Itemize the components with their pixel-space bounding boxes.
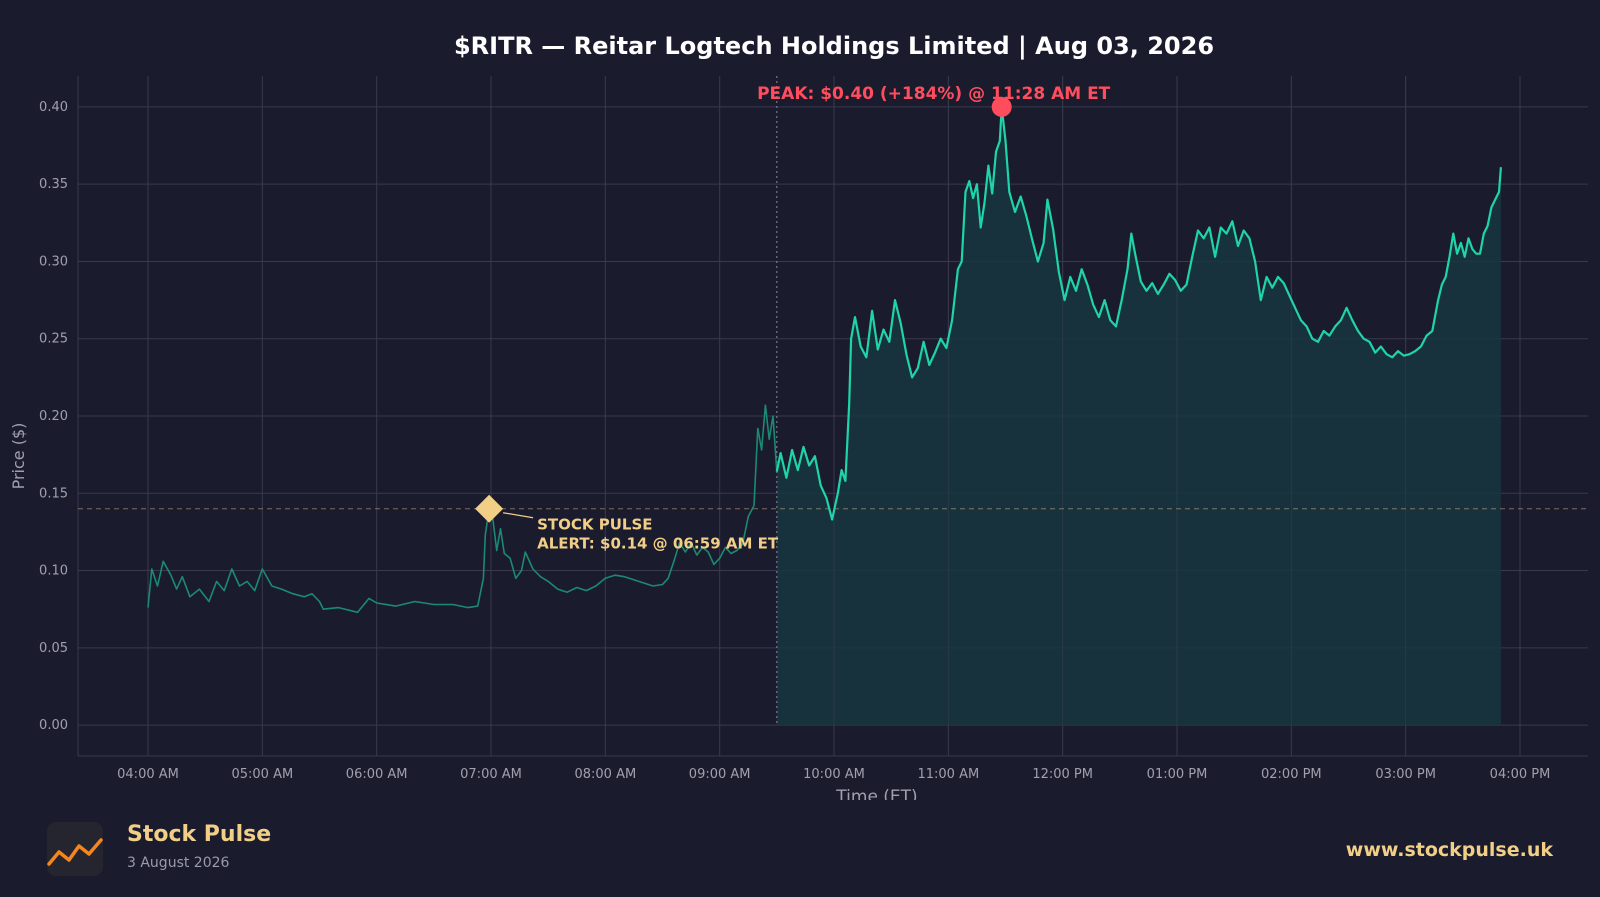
brand-date: 3 August 2026 (127, 855, 230, 871)
y-tick-label: 0.10 (39, 564, 68, 579)
y-tick-label: 0.00 (39, 718, 68, 733)
regular-session-area (776, 106, 1501, 726)
x-tick-label: 10:00 AM (803, 767, 865, 782)
x-tick-label: 04:00 AM (117, 767, 179, 782)
y-tick-label: 0.05 (39, 641, 68, 656)
website-link[interactable]: www.stockpulse.uk (1345, 839, 1553, 861)
alert-label-line2: ALERT: $0.14 @ 06:59 AM ET (537, 535, 779, 553)
price-line (775, 105, 1502, 521)
x-tick-label: 01:00 PM (1147, 767, 1208, 782)
price-chart: 0.00 0.05 0.10 0.15 0.20 0.25 0.30 0.35 0.40 04:0… (9, 32, 1588, 807)
peak-marker (991, 96, 1012, 117)
x-tick-label: 08:00 AM (574, 767, 636, 782)
brand-logo (47, 822, 103, 876)
alert-connector (502, 512, 534, 519)
y-tick-label: 0.25 (39, 332, 68, 347)
chart-trend-icon (47, 838, 103, 866)
x-tick-label: 07:00 AM (460, 767, 522, 782)
alert-marker (475, 494, 504, 523)
chart-title: $RITR — Reitar Logtech Holdings Limited … (454, 32, 1214, 60)
y-tick-label: 0.40 (39, 100, 68, 115)
x-tick-label: 05:00 AM (231, 767, 293, 782)
brand-name: Stock Pulse (127, 822, 272, 847)
x-tick-label: 11:00 AM (917, 767, 979, 782)
x-tick-label: 12:00 PM (1032, 767, 1093, 782)
x-axis-label: Time (ET) (835, 787, 917, 800)
x-tick-label: 02:00 PM (1261, 767, 1322, 782)
premarket-price-line (147, 404, 778, 614)
x-tick-label: 09:00 AM (689, 767, 751, 782)
y-tick-label: 0.35 (39, 177, 68, 192)
peak-label: PEAK: $0.40 (+184%) @ 11:28 AM ET (757, 84, 1111, 104)
x-tick-label: 06:00 AM (346, 767, 408, 782)
y-tick-label: 0.15 (39, 486, 68, 501)
y-tick-label: 0.20 (39, 409, 68, 424)
x-tick-label: 04:00 PM (1490, 767, 1551, 782)
y-axis-label: Price ($) (9, 423, 28, 490)
alert-label-line1: STOCK PULSE (537, 516, 652, 534)
y-tick-label: 0.30 (39, 254, 68, 269)
x-tick-label: 03:00 PM (1375, 767, 1436, 782)
